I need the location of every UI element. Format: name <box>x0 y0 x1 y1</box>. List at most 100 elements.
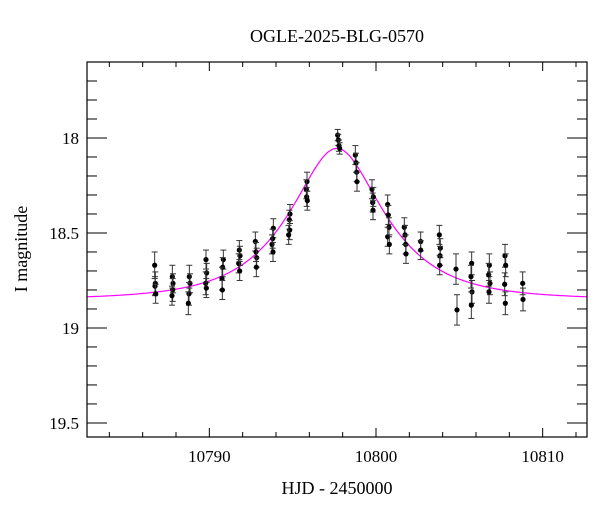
point-marker <box>354 179 360 185</box>
data-point <box>370 200 376 221</box>
data-point <box>185 291 192 316</box>
data-point <box>169 285 175 306</box>
point-marker <box>335 132 341 138</box>
point-marker <box>219 287 225 293</box>
data-point <box>219 279 226 300</box>
x-tick-label: 10810 <box>521 447 564 466</box>
point-marker <box>403 251 409 257</box>
point-marker <box>220 256 226 263</box>
x-tick-label: 10800 <box>355 447 398 466</box>
point-marker <box>169 274 175 280</box>
data-point <box>304 190 311 211</box>
point-marker <box>253 264 259 270</box>
point-marker <box>270 249 276 255</box>
y-axis-label: I magnitude <box>11 206 31 292</box>
y-tick-label: 19 <box>62 319 79 338</box>
data-point <box>468 251 475 276</box>
data-point <box>468 291 475 319</box>
point-marker <box>187 280 193 286</box>
point-marker <box>203 285 209 291</box>
point-marker <box>502 300 508 306</box>
x-tick-label: 10790 <box>188 447 231 466</box>
data-point <box>453 253 459 285</box>
point-marker <box>454 307 460 313</box>
data-point <box>336 142 343 155</box>
data-point <box>520 287 526 312</box>
point-marker <box>153 291 159 297</box>
point-marker <box>304 198 310 204</box>
point-marker <box>185 300 191 306</box>
point-marker <box>304 179 310 185</box>
data-point <box>403 243 409 264</box>
point-marker <box>503 262 509 268</box>
point-marker <box>253 249 259 255</box>
point-marker <box>370 207 376 213</box>
point-marker <box>152 283 158 289</box>
plot-frame <box>86 61 588 438</box>
point-marker <box>453 266 459 272</box>
data-point <box>436 255 443 276</box>
data-point <box>417 240 424 261</box>
point-marker <box>352 152 358 158</box>
point-marker <box>469 260 475 266</box>
point-marker <box>236 247 242 253</box>
point-marker <box>169 293 175 299</box>
data-point <box>502 291 509 316</box>
point-marker <box>219 275 225 282</box>
data-point <box>151 251 158 280</box>
axis-ticks: 10790 10800 10810 18 18.5 19 19.5 <box>49 61 587 466</box>
y-tick-label: 18.5 <box>49 224 79 243</box>
point-marker <box>170 287 176 293</box>
data-point <box>385 204 392 225</box>
point-marker <box>270 236 276 242</box>
point-marker <box>502 253 508 259</box>
data-point <box>203 249 209 270</box>
point-marker <box>520 296 526 303</box>
data-point <box>203 278 210 299</box>
data-point <box>152 283 159 304</box>
point-marker <box>287 227 293 233</box>
data-point <box>270 241 276 262</box>
point-marker <box>502 281 508 287</box>
data-point <box>454 294 460 326</box>
point-marker <box>486 289 492 295</box>
point-marker <box>270 225 276 231</box>
point-marker <box>186 274 192 280</box>
point-marker <box>203 280 209 286</box>
point-marker <box>152 262 158 268</box>
x-axis-label: HJD - 2450000 <box>282 478 393 498</box>
data-point <box>384 194 391 215</box>
data-points-group <box>151 128 526 326</box>
data-point <box>354 171 360 192</box>
point-marker <box>487 280 493 286</box>
point-marker <box>486 262 492 268</box>
point-marker <box>385 212 391 218</box>
point-marker <box>437 262 443 268</box>
point-marker <box>370 194 376 200</box>
data-point <box>285 224 292 245</box>
y-tick-label: 18 <box>62 129 79 148</box>
chart-title: OGLE-2025-BLG-0570 <box>250 26 424 46</box>
data-point <box>236 260 243 281</box>
data-point <box>386 234 393 255</box>
data-point <box>202 271 209 296</box>
point-marker <box>286 232 292 238</box>
point-marker <box>385 201 391 208</box>
point-marker <box>386 241 392 247</box>
data-point <box>468 264 474 289</box>
data-point <box>253 257 260 278</box>
data-point <box>436 224 443 245</box>
point-marker <box>186 291 192 297</box>
y-tick-label: 19.5 <box>49 414 79 433</box>
point-marker <box>237 268 243 274</box>
point-marker <box>337 145 343 152</box>
point-marker <box>287 211 293 217</box>
point-marker <box>252 238 258 245</box>
point-marker <box>468 302 474 308</box>
point-marker <box>436 232 442 238</box>
point-marker <box>418 247 424 253</box>
model-curve <box>86 147 588 298</box>
data-point <box>486 279 492 304</box>
point-marker <box>520 280 526 286</box>
